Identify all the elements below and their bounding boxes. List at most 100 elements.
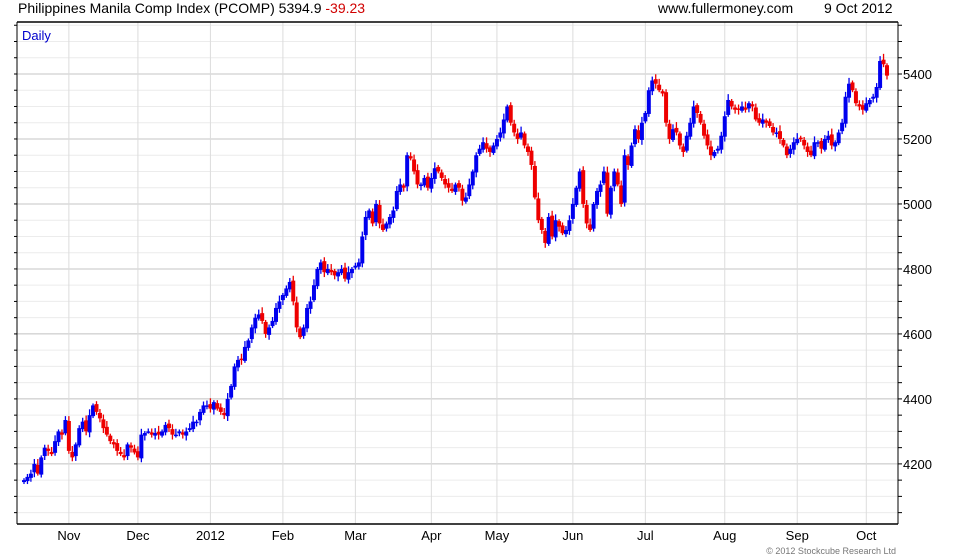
candle-down [853,91,858,104]
candle-down [59,432,64,435]
candle-down [180,432,185,435]
candle-down [218,407,223,412]
candle-up [774,132,779,134]
candle-down [636,130,641,139]
y-tick-label: 5200 [903,132,932,147]
candle-up [160,431,165,436]
candle-up [146,431,151,433]
candle-down [764,120,769,123]
candle-up [273,307,278,322]
candle-up [470,171,475,186]
candle-down [370,211,375,224]
candle-down [156,431,161,435]
candle-down [35,464,40,474]
candle-up [394,190,399,210]
candle-up [360,236,365,264]
candle-up [878,60,883,88]
candle-up [391,210,396,218]
x-tick-label: Jun [562,528,583,543]
candle-down [532,165,537,198]
candle-up [574,187,579,205]
candle-up [339,268,344,274]
candle-up [422,177,427,186]
candle-up [191,421,196,430]
candle-up [740,106,745,111]
candle-up [246,340,251,348]
candle-up [194,421,199,424]
candle-up [791,142,796,150]
candle-up [670,129,675,140]
candle-up [32,463,37,473]
price-change: -39.23 [325,0,366,16]
candle-up [374,203,379,223]
candle-up [474,155,479,173]
candle-down [708,146,713,156]
candle-up [387,216,392,225]
candle-down [798,137,803,140]
candle-up [612,171,617,187]
candle-down [653,79,658,84]
candle-up [242,346,247,361]
candle-down [619,185,624,204]
candle-down [294,302,299,328]
x-tick-label: Aug [713,528,736,543]
candle-down [657,84,662,91]
y-tick-label: 5000 [903,197,932,212]
candle-up [591,203,596,229]
candle-down [291,280,296,302]
candle-down [560,225,565,234]
candle-down [885,65,889,76]
candle-up [650,80,655,92]
candle-up [22,480,26,483]
candle-down [667,123,672,139]
candle-up [42,447,47,457]
candle-down [515,133,520,139]
candle-down [122,455,127,458]
candle-down [615,172,620,185]
candle-down [149,432,154,435]
candle-up [367,210,372,218]
candle-down [135,451,140,458]
candle-down [757,118,762,123]
candle-down [664,92,669,123]
candle-down [777,131,782,139]
candle-up [795,138,800,144]
candle-up [601,171,606,184]
candle-down [132,448,137,453]
candle-up [211,402,216,410]
candle-up [463,197,468,202]
candle-up [691,106,696,124]
site-link[interactable]: www.fullermoney.com [658,0,794,16]
period-label: Daily [22,28,51,43]
candle-down [460,188,465,201]
candle-up [418,184,423,186]
candle-down [829,134,834,146]
candle-up [519,132,524,138]
candle-down [222,412,227,416]
candle-down [49,451,54,455]
candle-up [405,155,410,187]
candle-down [557,221,562,227]
y-tick-label: 4200 [903,457,932,472]
candle-down [695,105,700,113]
x-tick-label: Mar [344,528,367,543]
candle-up [249,327,254,340]
candle-down [809,150,814,156]
y-tick-label: 4400 [903,392,932,407]
candle-down [332,270,337,276]
candle-up [318,262,323,270]
candle-up [53,441,58,453]
candle-down [484,143,489,149]
candle-down [70,451,75,458]
candle-up [56,431,61,443]
candle-down [488,147,493,152]
candle-down [543,230,548,243]
candle-up [153,433,158,436]
candle-up [505,106,510,121]
candle-down [239,358,244,361]
candle-down [508,105,513,123]
candle-up [28,473,33,478]
candle-down [343,267,348,279]
candle-down [94,404,99,412]
candle-down [857,104,862,107]
